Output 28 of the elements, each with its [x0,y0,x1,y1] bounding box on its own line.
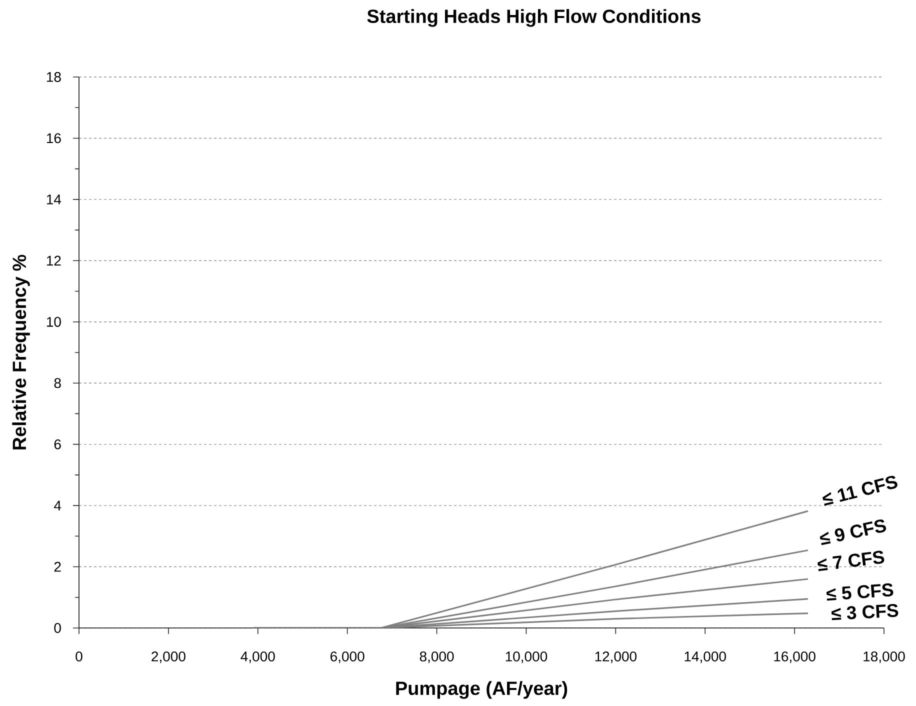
y-tick-label: 4 [54,500,62,510]
y-tick-label: 2 [54,562,61,572]
x-tick-label: 10,000 [506,652,548,664]
y-tick-label: 16 [46,133,61,144]
text: ≤ 11 CFS [822,476,898,506]
x-tick-label: 16,000 [774,652,816,664]
x-tick-label: 2,000 [152,652,186,664]
x-tick-label: 14,000 [684,652,726,664]
x-tick-label: 12,000 [595,652,637,664]
x-tick-label: 8,000 [420,652,454,664]
y-tick-label: 18 [46,72,61,82]
x-tick-label: 0 [76,652,82,662]
y-tick-label: 12 [46,256,61,266]
chart-title: Starting Heads High Flow Conditions [367,9,701,27]
series-label: ≤ 5 CFS [826,583,894,601]
x-tick-label: 6,000 [330,652,364,664]
text: ≤ 7 CFS [818,550,884,572]
x-axis-title: Pumpage (AF/year) [396,681,568,699]
y-tick-label: 6 [54,439,61,450]
x-tick-label: 18,000 [864,652,905,664]
y-tick-label: 14 [46,194,62,204]
x-tick-label: 4,000 [240,652,275,664]
y-axis-title: Relative Frequency % [12,254,30,450]
y-tick-label: 10 [46,316,61,327]
y-tick-label: 8 [54,378,61,388]
y-tick-label: 0 [54,623,61,633]
text: ≤ 9 CFS [820,520,886,546]
series-label: ≤ 3 CFS [831,604,898,620]
